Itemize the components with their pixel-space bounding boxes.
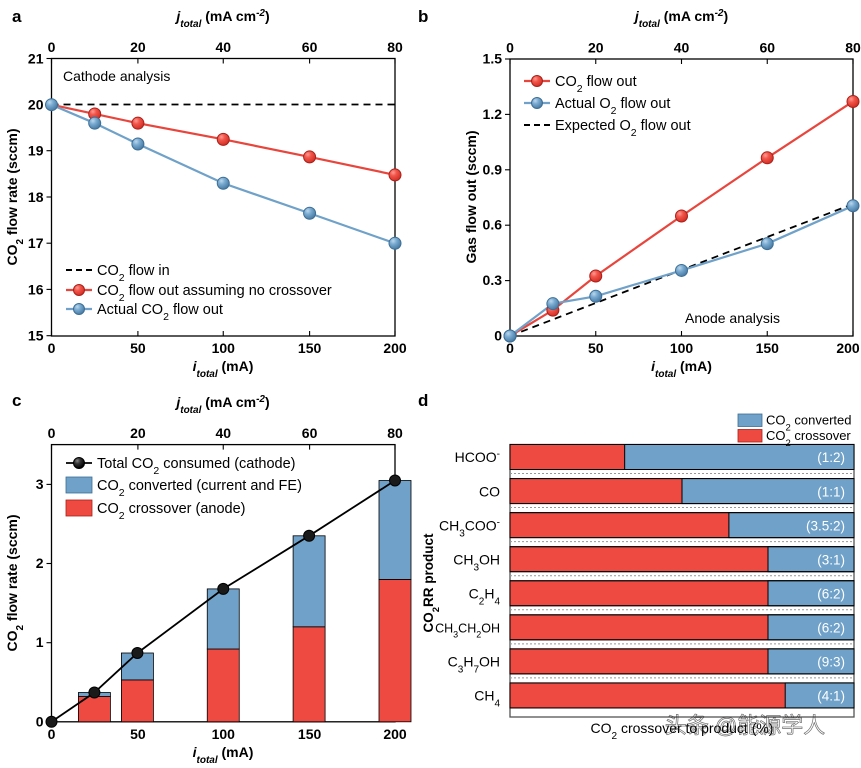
- svg-text:0: 0: [48, 39, 56, 55]
- svg-text:18: 18: [28, 189, 44, 205]
- svg-text:(1:2): (1:2): [817, 450, 845, 465]
- svg-text:HCOO-: HCOO-: [455, 449, 500, 466]
- svg-text:50: 50: [130, 340, 146, 356]
- svg-text:2: 2: [36, 555, 44, 571]
- svg-text:20: 20: [588, 40, 604, 56]
- svg-text:0: 0: [494, 328, 502, 344]
- svg-text:(4:1): (4:1): [817, 689, 845, 704]
- svg-text:16: 16: [28, 281, 44, 297]
- svg-text:Anode analysis: Anode analysis: [685, 310, 780, 326]
- svg-text:d: d: [418, 391, 428, 410]
- svg-text:(9:3): (9:3): [817, 655, 845, 670]
- svg-text:150: 150: [756, 340, 780, 356]
- svg-text:0: 0: [48, 726, 56, 742]
- svg-text:40: 40: [215, 39, 231, 55]
- svg-text:15: 15: [28, 328, 44, 344]
- svg-text:20: 20: [28, 96, 44, 112]
- svg-text:21: 21: [28, 50, 44, 66]
- svg-text:头条 @能源学人: 头条 @能源学人: [665, 713, 825, 738]
- svg-text:b: b: [418, 7, 428, 26]
- svg-text:100: 100: [212, 726, 236, 742]
- svg-text:Cathode analysis: Cathode analysis: [63, 68, 170, 84]
- svg-text:80: 80: [387, 425, 403, 441]
- svg-text:a: a: [12, 7, 22, 26]
- svg-text:40: 40: [674, 40, 690, 56]
- svg-text:0.6: 0.6: [483, 217, 503, 233]
- svg-text:40: 40: [215, 425, 231, 441]
- svg-text:0: 0: [48, 425, 56, 441]
- svg-text:50: 50: [588, 340, 604, 356]
- svg-text:19: 19: [28, 143, 44, 159]
- svg-text:60: 60: [302, 39, 318, 55]
- svg-text:200: 200: [383, 340, 407, 356]
- svg-text:20: 20: [130, 425, 146, 441]
- svg-text:1: 1: [36, 634, 44, 650]
- svg-text:1.2: 1.2: [483, 106, 503, 122]
- svg-text:(3:1): (3:1): [817, 553, 845, 568]
- svg-text:0: 0: [48, 340, 56, 356]
- svg-text:c: c: [12, 391, 21, 410]
- svg-text:80: 80: [387, 39, 403, 55]
- svg-text:20: 20: [130, 39, 146, 55]
- svg-text:3: 3: [36, 476, 44, 492]
- svg-text:60: 60: [759, 40, 775, 56]
- svg-text:100: 100: [670, 340, 694, 356]
- svg-text:0: 0: [36, 713, 44, 729]
- svg-text:0.3: 0.3: [483, 272, 503, 288]
- svg-text:(3.5:2): (3.5:2): [806, 519, 845, 534]
- svg-text:50: 50: [130, 726, 146, 742]
- svg-text:Gas flow out (sccm): Gas flow out (sccm): [463, 130, 479, 263]
- svg-text:100: 100: [212, 340, 236, 356]
- svg-text:(1:1): (1:1): [817, 485, 845, 500]
- svg-text:60: 60: [302, 425, 318, 441]
- svg-text:150: 150: [298, 340, 322, 356]
- svg-text:0: 0: [506, 40, 514, 56]
- svg-text:200: 200: [836, 340, 860, 356]
- svg-text:80: 80: [845, 40, 861, 56]
- svg-text:0.9: 0.9: [483, 161, 503, 177]
- svg-text:CO: CO: [479, 484, 500, 500]
- svg-text:150: 150: [298, 726, 322, 742]
- svg-text:(6:2): (6:2): [817, 621, 845, 636]
- svg-text:17: 17: [28, 235, 44, 251]
- svg-text:200: 200: [383, 726, 407, 742]
- svg-text:(6:2): (6:2): [817, 587, 845, 602]
- svg-text:1.5: 1.5: [483, 51, 503, 67]
